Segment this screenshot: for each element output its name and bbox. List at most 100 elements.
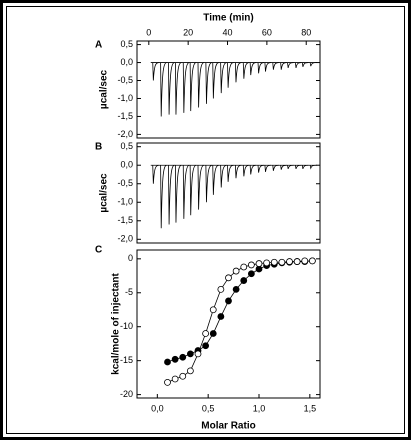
y-tick-label: 0,0 <box>120 57 133 67</box>
y-tick-label: -0,5 <box>117 178 133 188</box>
injection-peak <box>301 164 309 170</box>
injection-peak <box>257 164 265 173</box>
x-tick-label: 1,0 <box>253 403 266 413</box>
data-point <box>164 378 171 386</box>
injection-peak <box>212 164 219 195</box>
injection-peak <box>220 164 227 188</box>
injection-peak <box>152 164 159 184</box>
y-tick-label: -20 <box>120 389 133 399</box>
injection-peak <box>168 62 175 115</box>
injection-peak <box>189 62 197 112</box>
injection-peak <box>242 164 250 177</box>
injection-peak <box>242 62 250 79</box>
injection-peak <box>249 62 257 76</box>
x-tick-label: 20 <box>183 27 193 37</box>
x-tick-label: 60 <box>262 27 272 37</box>
data-point <box>217 285 225 293</box>
data-point <box>202 330 210 337</box>
panel-label: B <box>95 142 102 153</box>
x-tick-label: 40 <box>223 27 233 37</box>
data-point <box>301 257 309 265</box>
y-tick-label: -10 <box>120 321 133 331</box>
y-tick-label: -1,5 <box>117 111 133 121</box>
data-point <box>232 285 240 293</box>
y-tick-label: -2,0 <box>117 234 133 244</box>
data-point <box>225 297 232 305</box>
data-point <box>209 306 217 314</box>
y-tick-label: -1,5 <box>117 215 133 225</box>
data-point <box>225 274 232 282</box>
y-axis-label: kcal/mole of injectant <box>111 272 122 374</box>
injection-peak <box>272 62 279 70</box>
x-tick-label: 0 <box>146 27 151 37</box>
injection-peak <box>205 62 212 104</box>
injection-peak <box>227 164 234 182</box>
data-point <box>171 355 179 363</box>
injection-peak <box>227 62 234 88</box>
data-point <box>278 258 286 266</box>
injection-peak <box>272 164 279 171</box>
injection-peak <box>264 62 271 72</box>
injection-peak <box>257 62 265 74</box>
injection-peak <box>182 164 190 219</box>
data-point <box>217 313 225 320</box>
data-point <box>247 270 255 278</box>
data-point <box>247 261 255 269</box>
x-tick-label: 1,5 <box>304 403 317 413</box>
injection-peak <box>301 62 309 67</box>
data-point <box>308 257 316 265</box>
injection-peak <box>160 164 167 229</box>
data-point <box>194 350 202 358</box>
x-tick-label: 0,0 <box>151 403 164 413</box>
injection-peak <box>295 62 302 69</box>
inner-frame <box>6 6 405 434</box>
data-point <box>270 258 278 266</box>
data-point <box>240 263 248 271</box>
injection-peak <box>287 164 294 170</box>
injection-peak <box>287 62 294 69</box>
y-tick-label: -0,5 <box>117 75 133 85</box>
injection-peak <box>205 164 212 203</box>
injection-peak <box>220 62 227 94</box>
data-point <box>255 260 263 267</box>
y-tick-label: -1,0 <box>117 197 133 207</box>
y-tick-label: 0 <box>128 253 133 263</box>
plot-frame <box>136 249 321 399</box>
data-point <box>286 258 293 265</box>
injection-peak <box>197 164 205 210</box>
injection-peak <box>189 164 197 216</box>
plot-frame <box>136 142 321 244</box>
data-point <box>179 353 187 361</box>
plot-frame <box>136 40 321 139</box>
data-point <box>164 358 171 366</box>
injection-peak <box>174 62 182 115</box>
data-point <box>293 258 301 265</box>
injection-peak <box>280 164 287 170</box>
x-axis-label: Time (min) <box>203 13 253 24</box>
panel-label: A <box>95 40 102 51</box>
data-point <box>263 259 271 267</box>
data-point <box>186 350 194 358</box>
y-axis-label: µcal/sec <box>99 70 110 110</box>
injection-peak <box>309 164 317 170</box>
x-axis-label: Molar Ratio <box>201 421 255 432</box>
data-point <box>240 277 248 284</box>
y-tick-label: -2,0 <box>117 129 133 139</box>
y-tick-label: 0,5 <box>120 39 133 49</box>
injection-peak <box>280 62 287 70</box>
injection-peak <box>264 164 271 172</box>
data-point <box>186 367 194 375</box>
y-tick-label: -15 <box>120 355 133 365</box>
y-axis-label: µcal/sec <box>99 173 110 213</box>
injection-peak <box>168 164 175 225</box>
injection-peak <box>212 62 219 99</box>
data-point <box>202 342 210 350</box>
y-tick-label: 0,5 <box>120 141 133 151</box>
data-point <box>232 267 240 275</box>
y-tick-label: -1,0 <box>117 93 133 103</box>
y-tick-label: 0,0 <box>120 160 133 170</box>
x-tick-label: 80 <box>301 27 311 37</box>
injection-peak <box>152 62 159 81</box>
